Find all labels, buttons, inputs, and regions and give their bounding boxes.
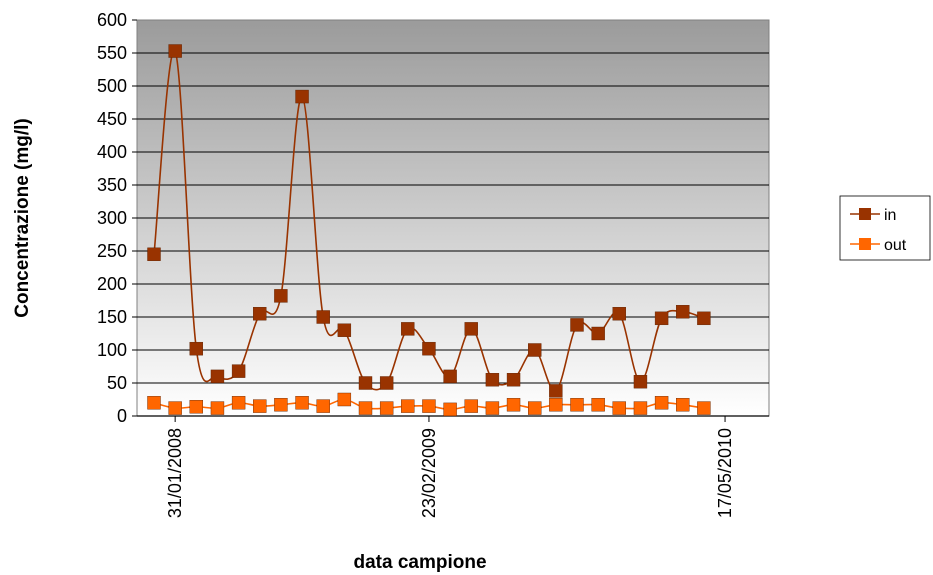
point-out-25 xyxy=(676,398,690,412)
point-in-9 xyxy=(337,323,352,337)
point-out-14 xyxy=(443,402,457,417)
point-in-24 xyxy=(654,311,669,326)
x-tick-label-1: 23/02/2009 xyxy=(419,428,439,518)
series-in xyxy=(147,44,711,398)
point-in-11 xyxy=(379,376,394,390)
point-in-4 xyxy=(231,364,246,378)
point-in-3 xyxy=(210,369,225,384)
point-out-10 xyxy=(358,401,373,415)
point-out-17 xyxy=(506,398,521,412)
point-out-1 xyxy=(168,401,182,415)
point-in-16 xyxy=(485,373,500,387)
point-in-6 xyxy=(274,289,288,303)
point-out-4 xyxy=(231,396,246,410)
point-out-19 xyxy=(549,398,563,412)
point-in-18 xyxy=(528,343,542,357)
x-tick-label-0: 31/01/2008 xyxy=(165,428,185,518)
point-out-7 xyxy=(295,396,309,410)
point-in-21 xyxy=(591,326,605,341)
point-out-0 xyxy=(147,396,161,410)
y-tick-label-550: 550 xyxy=(97,43,127,63)
point-out-15 xyxy=(464,399,478,413)
y-tick-label-50: 50 xyxy=(107,373,127,393)
point-in-10 xyxy=(358,376,373,390)
point-out-13 xyxy=(422,399,436,413)
y-tick-label-150: 150 xyxy=(97,307,127,327)
legend-label-in: in xyxy=(884,207,896,224)
point-in-15 xyxy=(464,322,478,336)
point-in-7 xyxy=(295,89,309,104)
point-in-26 xyxy=(697,311,711,326)
point-in-22 xyxy=(612,307,626,321)
y-tick-label-250: 250 xyxy=(97,241,127,261)
y-axis-title: Concentrazione (mg/l) xyxy=(12,118,33,318)
point-in-5 xyxy=(253,307,267,321)
point-out-22 xyxy=(612,401,626,415)
point-out-8 xyxy=(316,399,330,413)
point-out-6 xyxy=(274,398,288,412)
y-tick-label-500: 500 xyxy=(97,76,127,96)
legend-marker-out xyxy=(859,238,871,250)
series-out xyxy=(147,392,711,417)
point-out-5 xyxy=(253,399,267,413)
point-in-17 xyxy=(506,373,521,387)
point-out-11 xyxy=(379,401,394,415)
point-out-23 xyxy=(633,401,648,415)
x-axis-title: data campione xyxy=(353,552,486,573)
x-tick-label-2: 17/05/2010 xyxy=(715,428,735,518)
y-tick-label-400: 400 xyxy=(97,142,127,162)
point-out-24 xyxy=(654,396,669,410)
point-in-12 xyxy=(401,322,415,336)
y-tick-label-600: 600 xyxy=(97,10,127,30)
point-out-9 xyxy=(337,392,352,407)
y-tick-label-0: 0 xyxy=(117,406,127,426)
point-out-16 xyxy=(485,401,500,415)
point-in-19 xyxy=(549,384,563,398)
point-in-14 xyxy=(443,369,457,384)
point-out-12 xyxy=(401,399,415,413)
point-in-0 xyxy=(147,247,161,262)
point-out-21 xyxy=(591,398,605,412)
x-axis-ticks: 31/01/2008 23/02/2009 17/05/2010 xyxy=(165,416,735,518)
point-out-26 xyxy=(697,401,711,415)
y-axis-ticks: 0 50 100 150 200 250 300 350 400 450 500 550 600 xyxy=(97,10,137,426)
grid-lines xyxy=(137,52,769,417)
legend-marker-in xyxy=(859,208,871,220)
y-tick-label-450: 450 xyxy=(97,109,127,129)
y-tick-label-300: 300 xyxy=(97,208,127,228)
point-in-8 xyxy=(316,310,330,324)
y-tick-label-200: 200 xyxy=(97,274,127,294)
point-out-18 xyxy=(528,401,542,415)
point-out-3 xyxy=(210,401,225,415)
legend-box xyxy=(839,195,931,261)
legend-label-out: out xyxy=(884,237,907,254)
legend: in out xyxy=(839,195,931,261)
point-in-23 xyxy=(633,374,648,389)
point-in-13 xyxy=(422,341,436,356)
point-in-20 xyxy=(570,318,584,332)
point-in-25 xyxy=(676,305,690,319)
point-in-2 xyxy=(189,341,204,356)
y-tick-label-350: 350 xyxy=(97,175,127,195)
point-out-2 xyxy=(189,400,204,414)
y-tick-label-100: 100 xyxy=(97,340,127,360)
point-in-1 xyxy=(168,44,182,58)
series-layer xyxy=(147,44,711,417)
point-out-20 xyxy=(570,398,584,412)
